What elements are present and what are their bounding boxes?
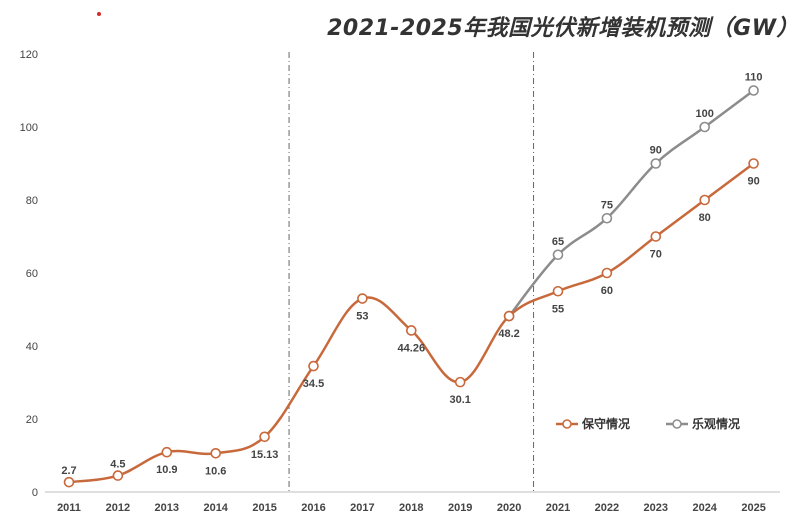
- conservative-data-label-2019: 30.1: [449, 394, 470, 406]
- x-tick-label-2025: 2025: [741, 502, 765, 514]
- axes-layer: 0 20 40 60 80 100 120 2011 2012 2013 2014 2015 2016 2…: [20, 49, 780, 514]
- legend-item-optimistic-label: 乐观情况: [692, 416, 740, 431]
- optimistic-data-label-2022: 75: [601, 199, 613, 211]
- y-tick-label-40: 40: [26, 341, 38, 353]
- legend-item-conservative-label: 保守情况: [581, 416, 630, 431]
- y-tick-label-20: 20: [26, 414, 38, 426]
- x-tick-label-2024: 2024: [692, 502, 717, 514]
- optimistic-data-label-2024: 100: [696, 108, 714, 120]
- x-tick-label-2020: 2020: [497, 502, 521, 514]
- series-optimistic-point-2025: [748, 85, 759, 96]
- conservative-data-label-2023: 70: [650, 249, 662, 261]
- series-conservative-point-2023: [650, 231, 662, 242]
- x-tick-label-2015: 2015: [252, 502, 276, 514]
- y-tick-label-60: 60: [26, 268, 38, 280]
- y-tick-label-0: 0: [32, 487, 38, 499]
- series-optimistic-line: [508, 89, 755, 317]
- chart-title: 2021-2025年我国光伏新增装机预测（GW）: [327, 16, 799, 41]
- conservative-data-label-2014: 10.6: [205, 465, 226, 477]
- conservative-data-label-2012: 4.5: [110, 459, 125, 471]
- series-conservative-point-2017: [357, 293, 368, 304]
- x-tick-label-2019: 2019: [448, 502, 472, 514]
- series-conservative-line: [68, 162, 755, 484]
- conservative-data-label-2025: 90: [747, 176, 759, 188]
- x-tick-label-2022: 2022: [595, 502, 619, 514]
- series-conservative-point-2012: [112, 470, 124, 481]
- red-dot-marker: [97, 12, 101, 16]
- y-tick-label-80: 80: [26, 195, 38, 207]
- legend-item-optimistic-marker: [672, 419, 682, 429]
- x-tick-label-2012: 2012: [106, 502, 130, 514]
- x-tick-label-2014: 2014: [203, 502, 228, 514]
- series-conservative-point-2024: [699, 194, 711, 206]
- conservative-data-label-2011: 2.7: [61, 465, 76, 477]
- series-optimistic-point-2022: [601, 212, 613, 224]
- legend-item-conservative-marker: [562, 419, 572, 429]
- y-tick-label-100: 100: [20, 122, 38, 134]
- data-label-layer: 2.7 4.5 10.9 10.6 15.13 34.5 53 44.26 30.1 48.2 55…: [61, 72, 762, 478]
- x-tick-label-2018: 2018: [399, 502, 423, 514]
- optimistic-data-label-2025: 110: [745, 72, 763, 84]
- conservative-data-label-2022: 60: [601, 285, 613, 297]
- x-tick-label-2016: 2016: [301, 502, 325, 514]
- conservative-data-label-2020: 48.2: [498, 328, 519, 340]
- series-layer: [63, 85, 759, 488]
- divider-layer: [288, 52, 535, 494]
- series-conservative-point-2020: [503, 310, 515, 322]
- series-optimistic-point-2021: [552, 249, 564, 261]
- conservative-data-label-2024: 80: [699, 212, 711, 224]
- conservative-data-label-2013: 10.9: [156, 464, 177, 476]
- x-tick-label-2011: 2011: [57, 502, 81, 514]
- x-tick-label-2013: 2013: [155, 502, 179, 514]
- series-conservative-point-2016: [308, 360, 319, 372]
- series-conservative-point-2015: [259, 431, 270, 443]
- optimistic-data-label-2021: 65: [552, 236, 564, 248]
- series-optimistic-point-2023: [650, 158, 662, 169]
- series-conservative-point-2013: [161, 446, 173, 458]
- y-tick-label-120: 120: [20, 49, 38, 61]
- conservative-data-label-2016: 34.5: [303, 378, 324, 390]
- legend: 保守情况 乐观情况: [556, 416, 740, 431]
- x-tick-label-2017: 2017: [350, 502, 374, 514]
- series-conservative-point-2014: [210, 448, 221, 459]
- series-conservative-point-2022: [601, 267, 613, 279]
- conservative-data-label-2015: 15.13: [251, 449, 279, 461]
- x-tick-label-2023: 2023: [644, 502, 668, 514]
- conservative-data-label-2017: 53: [356, 311, 368, 323]
- series-conservative-point-2018: [405, 325, 417, 336]
- series-conservative-point-2011: [63, 476, 75, 488]
- conservative-data-label-2018: 44.26: [398, 342, 426, 354]
- series-conservative-point-2021: [552, 285, 564, 297]
- series-optimistic-point-2024: [699, 121, 711, 133]
- conservative-data-label-2021: 55: [552, 303, 564, 315]
- series-conservative-point-2019: [454, 376, 466, 388]
- optimistic-data-label-2023: 90: [650, 145, 662, 157]
- x-tick-label-2021: 2021: [546, 502, 570, 514]
- series-conservative-point-2025: [748, 158, 759, 169]
